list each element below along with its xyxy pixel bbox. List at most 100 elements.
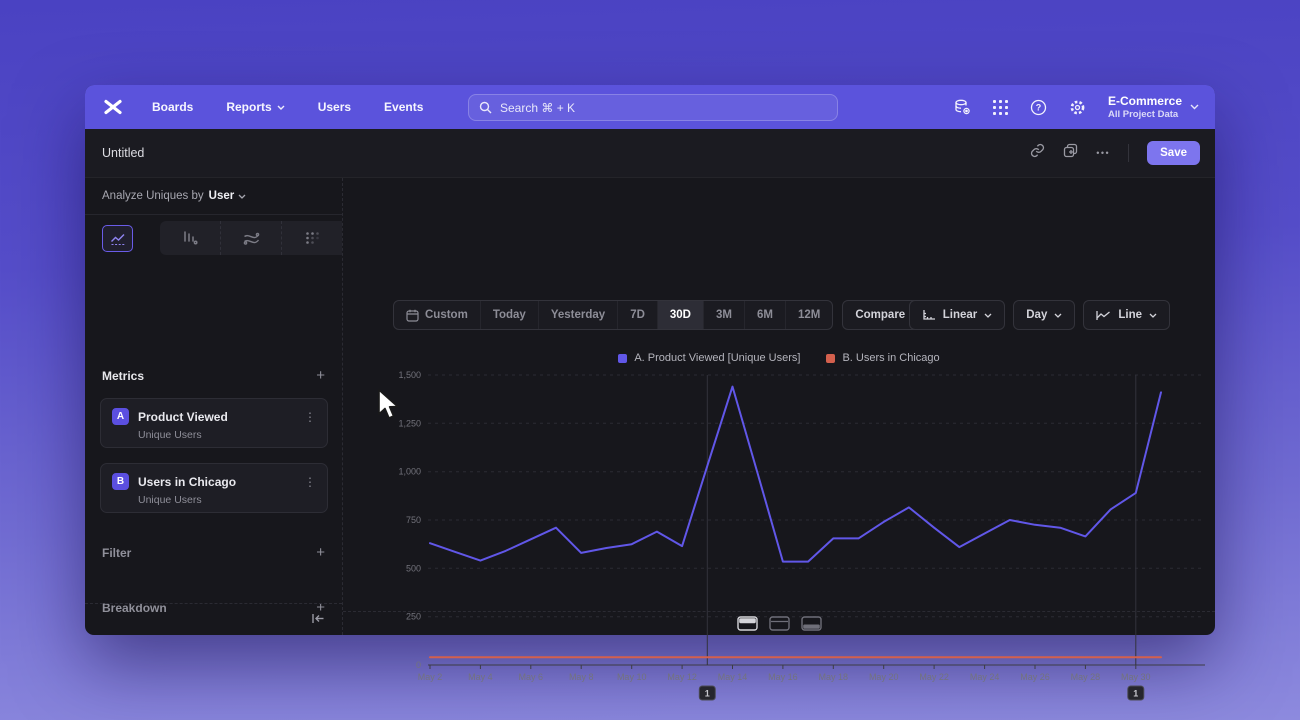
date-range-segmented-control: Custom Today Yesterday 7D 30D 3M 6M 12M xyxy=(393,300,834,330)
view-layout-bar xyxy=(343,611,1215,635)
nav-reports[interactable]: Reports xyxy=(226,100,285,114)
svg-text:May 6: May 6 xyxy=(519,672,544,682)
search-input[interactable]: Search ⌘ + K xyxy=(468,94,838,121)
svg-text:May 16: May 16 xyxy=(768,672,798,682)
metric-badge-b: B xyxy=(112,473,129,490)
duplicate-icon[interactable] xyxy=(1063,143,1078,163)
line-style-icon xyxy=(1096,310,1111,320)
report-header: Untitled ••• Save xyxy=(85,129,1215,178)
top-navbar: Boards Reports Users Events Search ⌘ + K xyxy=(85,85,1215,129)
filter-header: Filter + xyxy=(85,545,342,560)
flows-icon xyxy=(243,232,259,245)
svg-text:0: 0 xyxy=(416,660,421,670)
metric-menu-icon[interactable]: ⋮ xyxy=(304,409,316,424)
query-sidebar: Analyze Uniques by User xyxy=(85,178,343,635)
apps-grid-icon[interactable] xyxy=(992,99,1008,115)
line-chart-icon xyxy=(110,233,124,245)
range-7d[interactable]: 7D xyxy=(617,301,657,329)
display-toolbar: Linear Day Line xyxy=(908,300,1170,330)
analyze-entity-dropdown[interactable]: User xyxy=(209,190,247,202)
tab-flows-chart[interactable] xyxy=(220,221,281,255)
report-title[interactable]: Untitled xyxy=(102,146,145,160)
settings-gear-icon[interactable] xyxy=(1069,99,1086,116)
svg-text:1,250: 1,250 xyxy=(398,418,421,428)
chevron-down-icon xyxy=(277,105,285,110)
add-filter-button[interactable]: + xyxy=(316,544,325,561)
nav-events[interactable]: Events xyxy=(384,100,424,114)
app-window: Boards Reports Users Events Search ⌘ + K xyxy=(85,85,1215,701)
chart-panel: Custom Today Yesterday 7D 30D 3M 6M 12M … xyxy=(343,178,1215,701)
svg-text:250: 250 xyxy=(406,612,421,622)
svg-text:May 22: May 22 xyxy=(919,672,949,682)
calendar-icon xyxy=(406,309,419,322)
svg-text:May 8: May 8 xyxy=(569,672,594,682)
metrics-header: Metrics + xyxy=(85,368,342,383)
chevron-down-icon xyxy=(1190,104,1199,110)
svg-text:May 4: May 4 xyxy=(468,672,493,682)
metric-menu-icon[interactable]: ⋮ xyxy=(304,474,316,489)
sidebar-footer xyxy=(85,603,342,635)
tab-bar-chart[interactable] xyxy=(160,221,220,255)
add-metric-button[interactable]: + xyxy=(316,367,325,384)
interval-dropdown[interactable]: Day xyxy=(1013,300,1076,330)
svg-text:1: 1 xyxy=(705,689,710,699)
add-breakdown-button[interactable]: + xyxy=(316,599,325,616)
chart-style-dropdown[interactable]: Line xyxy=(1083,300,1170,330)
copy-link-icon[interactable] xyxy=(1030,143,1045,163)
metric-aggregation[interactable]: Unique Users xyxy=(138,429,202,441)
breakdown-title: Breakdown xyxy=(102,600,167,615)
project-subtitle: All Project Data xyxy=(1107,108,1179,120)
range-3m[interactable]: 3M xyxy=(703,301,744,329)
scale-dropdown[interactable]: Linear xyxy=(908,300,1006,330)
chart-type-tabs xyxy=(85,217,342,259)
layout-chart-only-icon[interactable] xyxy=(768,616,790,631)
tab-line-chart[interactable] xyxy=(102,224,133,252)
project-selector[interactable]: E-Commerce All Project Data xyxy=(1108,94,1199,121)
help-icon[interactable]: ? xyxy=(1030,99,1047,116)
metrics-title: Metrics xyxy=(102,368,145,383)
collapse-sidebar-icon[interactable] xyxy=(311,611,325,629)
search-placeholder: Search ⌘ + K xyxy=(500,100,576,115)
line-chart[interactable]: 0 250 500 750 1,000 1,250 1,500 May 2 May 4 May 6… xyxy=(345,368,1212,710)
range-today[interactable]: Today xyxy=(479,301,538,329)
range-custom[interactable]: Custom xyxy=(394,301,480,329)
svg-text:May 26: May 26 xyxy=(1020,672,1050,682)
legend-item-a[interactable]: A. Product Viewed [Unique Users] xyxy=(618,352,800,364)
metric-aggregation[interactable]: Unique Users xyxy=(138,494,202,506)
data-management-icon[interactable] xyxy=(954,99,971,116)
nav-users[interactable]: Users xyxy=(317,100,352,114)
chart-legend: A. Product Viewed [Unique Users] B. User… xyxy=(343,352,1215,364)
metric-card-a[interactable]: A Product Viewed ⋮ Unique Users xyxy=(100,398,328,448)
range-yesterday[interactable]: Yesterday xyxy=(537,301,617,329)
linear-axis-icon xyxy=(923,310,935,320)
layout-split-selected-icon[interactable] xyxy=(736,616,758,631)
range-12m[interactable]: 12M xyxy=(784,301,832,329)
range-30d[interactable]: 30D xyxy=(656,301,703,329)
filter-title: Filter xyxy=(102,545,132,560)
primary-nav: Boards Reports Users Events xyxy=(152,100,423,114)
svg-text:750: 750 xyxy=(406,515,421,525)
search-icon xyxy=(479,101,492,114)
svg-text:May 24: May 24 xyxy=(970,672,1000,682)
nav-boards[interactable]: Boards xyxy=(152,100,194,114)
tab-retention-grid[interactable] xyxy=(281,221,342,255)
project-name: E-Commerce xyxy=(1107,93,1182,108)
range-6m[interactable]: 6M xyxy=(743,301,785,329)
breakdown-header: Breakdown + xyxy=(85,600,342,615)
svg-text:May 2: May 2 xyxy=(418,672,443,682)
metric-card-b[interactable]: B Users in Chicago ⋮ Unique Users xyxy=(100,463,328,513)
svg-text:May 10: May 10 xyxy=(617,672,647,682)
chart-type-strip xyxy=(160,221,342,255)
legend-item-b[interactable]: B. Users in Chicago xyxy=(826,352,940,364)
analyze-label: Analyze Uniques by xyxy=(102,190,204,202)
save-button[interactable]: Save xyxy=(1147,141,1200,165)
svg-text:1: 1 xyxy=(1133,689,1138,699)
chevron-down-icon xyxy=(238,194,246,199)
svg-text:May 28: May 28 xyxy=(1071,672,1101,682)
chevron-down-icon xyxy=(984,313,992,318)
mixpanel-logo-icon[interactable] xyxy=(102,98,124,116)
layout-table-only-icon[interactable] xyxy=(800,616,822,631)
svg-text:May 14: May 14 xyxy=(718,672,748,682)
svg-text:1,000: 1,000 xyxy=(398,467,421,477)
more-options-icon[interactable]: ••• xyxy=(1096,148,1111,158)
